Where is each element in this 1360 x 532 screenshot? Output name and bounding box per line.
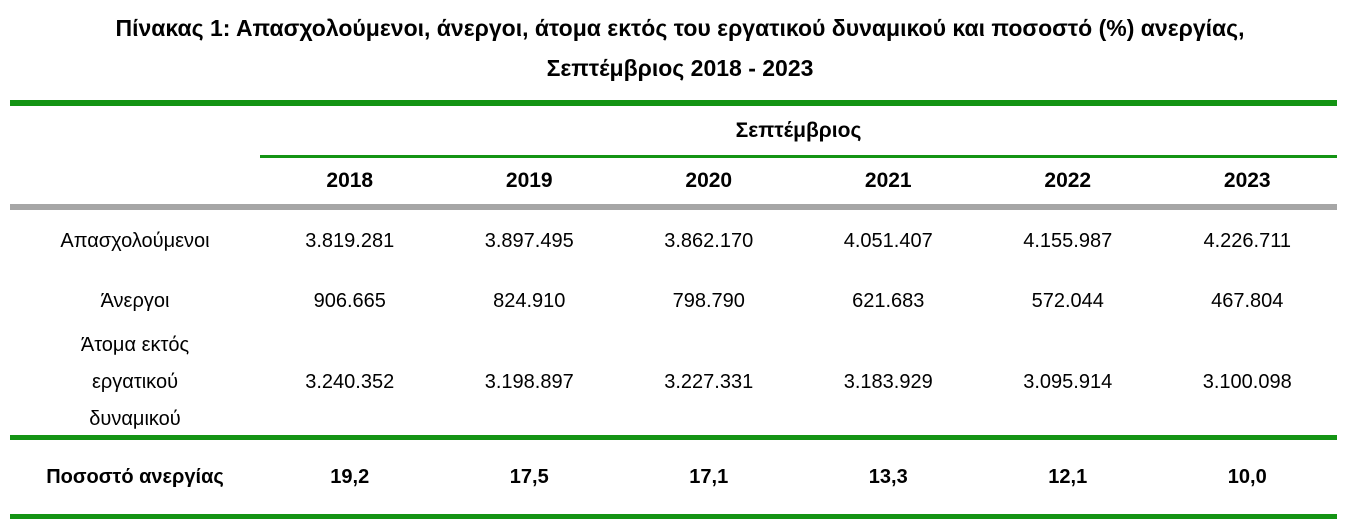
table-cell: 3.240.352 [305,371,395,393]
table-cell: 4.155.987 [1023,229,1113,252]
row-label-unemployed: Άνεργοι [100,289,170,312]
table-cell: 621.683 [852,289,925,312]
table-cell: 13,3 [868,465,908,488]
group-header-spacer [10,106,260,158]
table-cell: 3.897.495 [484,229,574,252]
year-header-2022: 2022 [1044,169,1092,192]
table-cell: 3.100.098 [1202,371,1292,393]
table-cell: 3.183.929 [843,371,933,393]
table-cell: 467.804 [1211,289,1284,312]
table-cell: 906.665 [313,289,386,312]
year-header-2018: 2018 [326,169,374,192]
table-cell: 572.044 [1031,289,1104,312]
table-cell: 19,2 [330,465,370,488]
top-rule [10,100,1337,106]
table-cell: 3.862.170 [664,229,754,252]
row-label-unemployment-rate: Ποσοστό ανεργίας [46,465,224,488]
table-cell: 17,5 [509,465,549,488]
year-header-2021: 2021 [864,169,912,192]
year-header-spacer [10,158,260,204]
year-header-2023: 2023 [1223,169,1271,192]
table-cell: 12,1 [1048,465,1088,488]
pre-total-rule [10,435,1337,440]
table-cell: 10,0 [1227,465,1267,488]
table-title-line2: Σεπτέμβριος 2018 - 2023 [546,55,814,81]
table-cell: 798.790 [672,289,745,312]
table-cell: 17,1 [689,465,729,488]
year-header-2020: 2020 [685,169,733,192]
year-header-2019: 2019 [505,169,553,192]
table-cell: 4.051.407 [843,229,933,252]
data-table: Σεπτέμβριος 2018 2019 2020 2021 2022 202… [10,100,1337,519]
table-cell: 3.095.914 [1023,371,1113,393]
table-title-line1: Πίνακας 1: Απασχολούμενοι, άνεργοι, άτομ… [115,15,1245,41]
table-cell: 3.198.897 [484,371,574,393]
table-cell: 3.227.331 [664,371,754,393]
table-cell: 4.226.711 [1203,229,1292,252]
row-label-outside-labour-force-text: Άτομα εκτός εργατικού δυναμικού [80,334,190,430]
table-title: Πίνακας 1: Απασχολούμενοι, άνεργοι, άτομ… [0,0,1360,100]
row-label-employed: Απασχολούμενοι [60,229,210,252]
column-group-header: Σεπτέμβριος [260,106,1337,158]
table-cell: 3.819.281 [305,229,395,252]
header-body-divider-rule [10,204,1337,210]
bottom-rule [10,514,1337,519]
row-label-outside-labour-force: Άτομα εκτός εργατικού δυναμικού [10,330,260,435]
table-cell: 824.910 [493,289,566,312]
